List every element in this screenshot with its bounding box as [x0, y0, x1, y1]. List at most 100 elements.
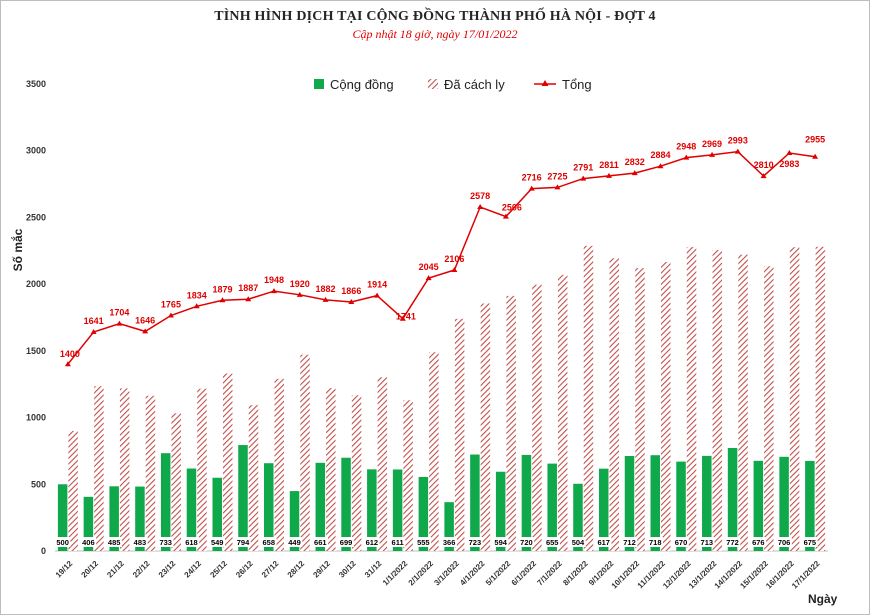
x-tick-label: 4/1/2022: [458, 559, 487, 588]
total-marker: [528, 185, 535, 191]
bar-community: [624, 455, 635, 551]
community-value-label: 670: [675, 538, 688, 547]
bar-isolated: [377, 377, 388, 551]
x-tick-label: 19/12: [54, 559, 75, 580]
bar-isolated: [738, 254, 748, 551]
total-value-label: 2955: [805, 135, 825, 145]
community-value-label: 549: [211, 538, 224, 547]
bar-community: [238, 445, 248, 551]
community-label-bg: [750, 537, 767, 547]
total-marker: [683, 154, 690, 160]
total-value-label: 2106: [444, 254, 464, 264]
bar-isolated: [222, 373, 233, 551]
total-value-label: 2810: [754, 160, 774, 170]
community-label-bg: [286, 537, 303, 547]
community-label-bg: [54, 537, 71, 547]
community-value-label: 655: [546, 538, 559, 547]
bar-community: [547, 463, 557, 551]
x-tick-label: 28/12: [286, 559, 307, 580]
bars-group: [57, 245, 826, 552]
community-label-bg: [183, 537, 200, 547]
total-value-label: 1641: [84, 316, 104, 326]
community-label-bg: [544, 537, 560, 547]
total-marker: [322, 296, 329, 302]
community-label-bg: [621, 537, 638, 547]
total-marker: [219, 297, 226, 303]
x-tick-label: 27/12: [260, 559, 281, 580]
total-value-label: 1765: [161, 299, 181, 309]
community-label-bg: [312, 537, 329, 547]
community-value-label: 612: [366, 538, 379, 547]
total-marker: [554, 184, 561, 190]
bar-isolated: [661, 261, 671, 551]
bar-community: [392, 469, 403, 551]
total-marker: [193, 303, 200, 309]
total-marker: [580, 175, 587, 181]
total-value-label: 2578: [470, 191, 490, 201]
total-value-label: 2811: [599, 160, 619, 170]
community-label-bg: [492, 537, 509, 547]
bar-community: [341, 457, 351, 551]
community-value-label: 555: [417, 538, 430, 547]
community-value-label: 485: [108, 538, 121, 547]
bar-community: [160, 453, 171, 551]
bar-community: [470, 454, 480, 551]
total-value-label: 2948: [676, 142, 696, 152]
bar-isolated: [686, 247, 697, 551]
total-value-label: 1882: [316, 284, 336, 294]
x-tick-label: 17/1/2022: [790, 559, 822, 591]
x-tick-label: 8/1/2022: [561, 559, 590, 588]
community-value-label: 712: [623, 538, 636, 547]
total-marker: [477, 204, 484, 210]
community-label-bg: [157, 537, 174, 547]
bar-isolated: [635, 268, 645, 551]
x-tick-label: 31/12: [363, 559, 384, 580]
y-tick-label: 2000: [26, 279, 46, 289]
bar-community: [727, 447, 738, 551]
bar-isolated: [429, 352, 439, 551]
community-value-label: 676: [752, 538, 765, 547]
x-tick-label: 1/1/2022: [381, 559, 410, 588]
bar-isolated: [119, 388, 130, 551]
bar-isolated: [764, 266, 774, 551]
bar-community: [289, 491, 300, 551]
total-value-label: 1914: [367, 280, 387, 290]
bar-isolated: [557, 274, 568, 551]
community-value-label: 618: [185, 538, 198, 547]
x-tick-label: 26/12: [234, 559, 255, 580]
bar-community: [805, 460, 815, 551]
community-value-label: 794: [237, 538, 250, 547]
total-marker: [786, 149, 793, 155]
community-label-bg: [467, 537, 483, 547]
y-tick-label: 2500: [26, 212, 46, 222]
legend-marker-total: [541, 80, 549, 86]
bar-isolated: [68, 430, 78, 551]
total-marker: [451, 266, 458, 272]
community-label-bg: [132, 537, 148, 547]
total-value-label: 2993: [728, 136, 748, 146]
legend: Cộng đồng Đã cách ly Tổng: [314, 77, 592, 92]
community-value-label: 406: [82, 538, 95, 547]
community-label-bg: [595, 537, 612, 547]
total-marker: [142, 328, 149, 334]
y-tick-label: 3500: [26, 79, 46, 89]
total-value-label: 1920: [290, 279, 310, 289]
total-marker: [167, 312, 174, 318]
bar-community: [444, 502, 454, 551]
total-marker: [502, 213, 509, 219]
total-marker: [605, 172, 612, 178]
bar-community: [109, 486, 119, 551]
y-tick-label: 3000: [26, 146, 46, 156]
bar-isolated: [145, 395, 156, 551]
community-label-bg: [724, 537, 741, 547]
total-value-label: 2506: [502, 203, 522, 213]
y-tick-label: 1500: [26, 346, 46, 356]
x-tick-label: 20/12: [80, 559, 101, 580]
community-value-label: 723: [469, 538, 482, 547]
community-value-label: 366: [443, 538, 456, 547]
total-value-label: 2045: [419, 262, 439, 272]
total-marker: [631, 170, 638, 176]
total-value-label: 1866: [341, 286, 361, 296]
bar-isolated: [351, 395, 362, 551]
